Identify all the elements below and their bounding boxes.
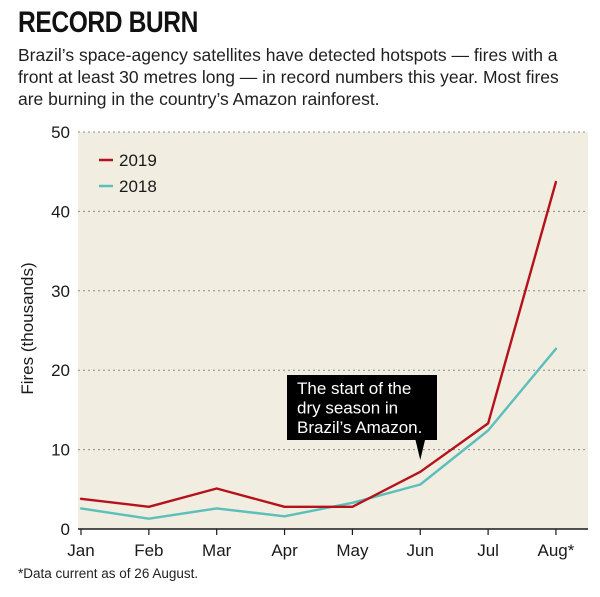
x-tick-label-jul: Jul <box>477 541 499 560</box>
y-axis-title: Fires (thousands) <box>18 262 37 394</box>
y-tick-label-20: 20 <box>51 361 70 380</box>
x-tick-label-aug: Aug* <box>538 541 575 560</box>
chart-title: RECORD BURN <box>18 6 198 39</box>
x-tick-label-jun: Jun <box>407 541 434 560</box>
series-line-2019 <box>79 180 558 508</box>
annotation-line-2: Brazil’s Amazon. <box>297 418 422 437</box>
y-tick-label-10: 10 <box>51 441 70 460</box>
y-tick-label-30: 30 <box>51 282 70 301</box>
chart-subtitle: Brazil’s space-agency satellites have de… <box>18 45 559 109</box>
series-line-2018 <box>79 347 558 520</box>
plot-area <box>78 132 588 529</box>
annotation-line-1: dry season in <box>297 399 398 418</box>
axes: 0 10 20 30 40 50 Jan Feb Mar Apr May Jun Jul Aug* Fire… <box>18 123 588 560</box>
y-tick-label-0: 0 <box>61 520 70 539</box>
x-tick-label-may: May <box>336 541 369 560</box>
y-tick-label-40: 40 <box>51 202 70 221</box>
x-tick-label-apr: Apr <box>271 541 298 560</box>
annotation-box <box>287 375 437 440</box>
series-lines <box>79 180 558 520</box>
x-tick-label-mar: Mar <box>202 541 232 560</box>
legend-label-2019: 2019 <box>119 151 157 170</box>
legend-label-2018: 2018 <box>119 177 157 196</box>
y-tick-label-50: 50 <box>51 123 70 142</box>
footnote: *Data current as of 26 August. <box>18 566 199 581</box>
x-tick-label-feb: Feb <box>134 541 163 560</box>
x-tick-label-jan: Jan <box>67 541 94 560</box>
annotation-line-0: The start of the <box>297 379 411 398</box>
annotation-pointer <box>415 439 426 460</box>
legend: 2019 2018 <box>99 151 157 196</box>
